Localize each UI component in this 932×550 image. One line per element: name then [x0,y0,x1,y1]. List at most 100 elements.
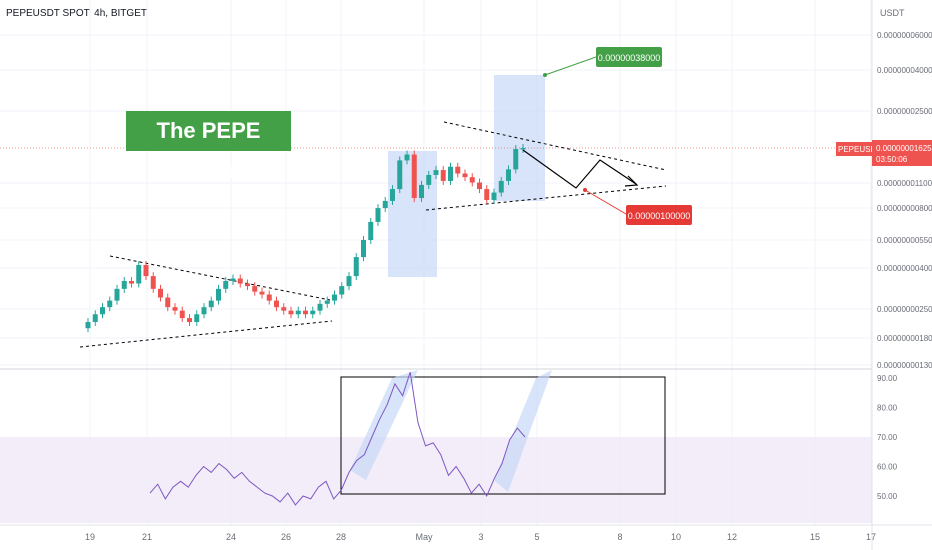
price-tick-label: 0.0000000025000 [877,305,932,314]
triangle-lower-line-1 [79,320,333,348]
triangle-upper-line-1 [109,255,331,301]
price-tick-label: 0.0000000400000 [877,66,932,75]
candle-body [107,300,113,308]
candle-body [491,192,497,200]
candle-body [477,182,482,190]
annotation-title: The PEPE mania [126,111,291,183]
candle-body [201,307,207,315]
candle-body [397,160,403,190]
candle-body [295,310,301,315]
candle-body [448,166,453,181]
candle-body [114,288,120,301]
time-axis-labels: 19 21 24 26 28 May 3 5 8 10 12 15 17 [85,532,876,542]
price-tick-label: 0.0000000080000 [877,204,932,213]
candle-body [150,276,156,289]
candle-body [361,240,366,258]
time-tick-label: 12 [727,532,737,542]
current-price-countdown: 03:50:06 [876,155,908,164]
candle-body [194,314,200,323]
rsi-tick-label: 90.00 [877,374,898,383]
candle-body [411,154,417,199]
candle-body [121,280,127,289]
candle-body [375,208,381,222]
candlestick-series [85,143,526,333]
candle-body [433,170,439,175]
time-tick-label: 3 [478,532,483,542]
price-axis-labels: 0.0000000600000 0.0000000400000 0.00000002… [877,31,932,370]
candle-body [187,318,192,323]
projection-arrowhead [624,175,639,187]
candle-body [484,189,490,200]
candle-body [426,174,432,185]
candle-body [143,265,149,277]
candle-body [368,221,374,240]
candle-body [462,173,468,178]
rsi-tick-label: 80.00 [877,404,898,413]
candle-body [346,276,352,287]
candle-body [223,280,229,289]
candle-body [332,294,337,301]
candle-body [455,166,461,174]
candle-body [404,154,410,161]
target-up-connector [544,56,597,76]
current-price-tag-bg [872,140,932,166]
triangle-lower-line-2 [425,185,667,211]
candle-body [310,310,316,315]
price-tick-label: 0.0000000018000 [877,334,932,343]
price-tick-label: 0.0000000110000 [877,179,932,188]
rsi-rect-annotation [340,376,666,495]
candle-body [274,300,279,308]
price-tick-label: 0.0000000013000 [877,361,932,370]
time-tick-label: 24 [226,532,236,542]
candle-body [520,147,526,150]
symbol-tag-bg [836,142,872,156]
candle-body [440,170,446,181]
time-tick-label: 28 [336,532,346,542]
candle-body [172,307,178,311]
time-tick-label: 10 [671,532,681,542]
price-tick-label: 0.0000000600000 [877,31,932,40]
candle-body [245,283,250,287]
rsi-zone-band [0,437,872,523]
target-down-label[interactable]: 0.00000100000 [626,205,692,225]
candle-body [165,297,171,308]
candle-body [208,300,214,308]
candle-body [506,169,511,181]
projection-path [522,149,637,189]
impulse-box-2 [494,75,545,201]
candle-body [266,294,272,301]
candle-body [136,265,142,284]
time-tick-label: 19 [85,532,95,542]
candle-body [288,310,294,315]
candle-body [92,314,98,323]
time-tick-label: 21 [142,532,152,542]
candle-body [469,177,475,183]
target-up-label[interactable]: 0.00000038000 [596,47,662,67]
candle-body [317,303,323,311]
candle-body [216,288,221,301]
candle-body [129,280,134,284]
time-tick-label: 15 [810,532,820,542]
candle-body [390,189,395,201]
time-tick-label: May [415,532,433,542]
candle-body [303,310,308,315]
candle-body [419,184,424,199]
rsi-tick-label: 50.00 [877,492,898,501]
chart-header-title: PEPEUSDT SPOT, 4h, BITGET [6,8,147,19]
rsi-line [149,371,526,506]
time-tick-label: 26 [281,532,291,542]
candle-body [179,310,185,319]
target-down-connector [584,189,627,215]
time-tick-label: 8 [617,532,622,542]
rsi-channel-2 [494,370,552,492]
candle-body [237,278,243,284]
candle-body [382,200,388,209]
candle-body [498,180,504,193]
price-axis-unit: USDT [880,8,905,18]
symbol-tag: PEPEUSDT [838,145,881,154]
rsi-tick-label: 60.00 [877,463,898,472]
time-tick-label: 17 [866,532,876,542]
price-tick-label: 0.0000000250000 [877,107,932,116]
price-tick-label: 0.0000000040000 [877,264,932,273]
